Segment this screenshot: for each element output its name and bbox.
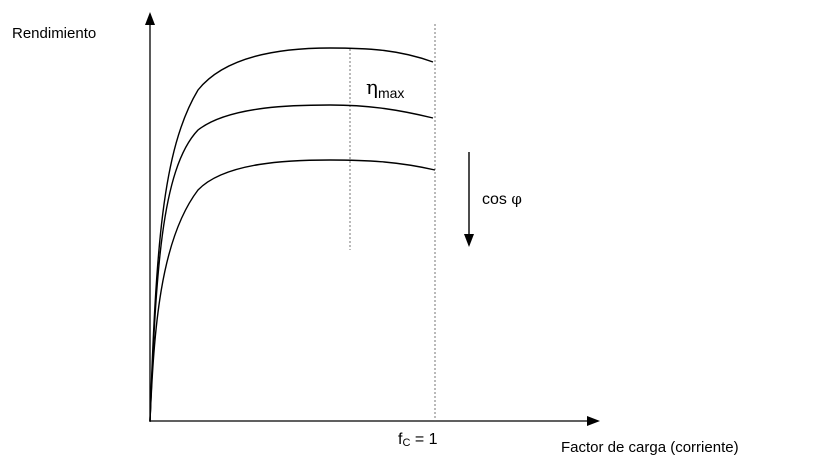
y-axis-label: Rendimiento: [12, 25, 96, 42]
cos-phi-arrow-head: [464, 234, 474, 247]
x-axis-label: Factor de carga (corriente): [561, 439, 739, 456]
cos-phi-label: cos φ: [482, 190, 522, 208]
eta-max-label: ηmax: [366, 75, 404, 101]
efficiency-curve-high: [149, 47, 434, 422]
efficiency-curve-low: [149, 159, 436, 422]
fc-equals-one-label: fC = 1: [398, 431, 438, 449]
efficiency-curve-mid: [149, 104, 434, 422]
y-axis-arrowhead: [145, 12, 155, 25]
x-axis-arrowhead: [587, 416, 600, 426]
